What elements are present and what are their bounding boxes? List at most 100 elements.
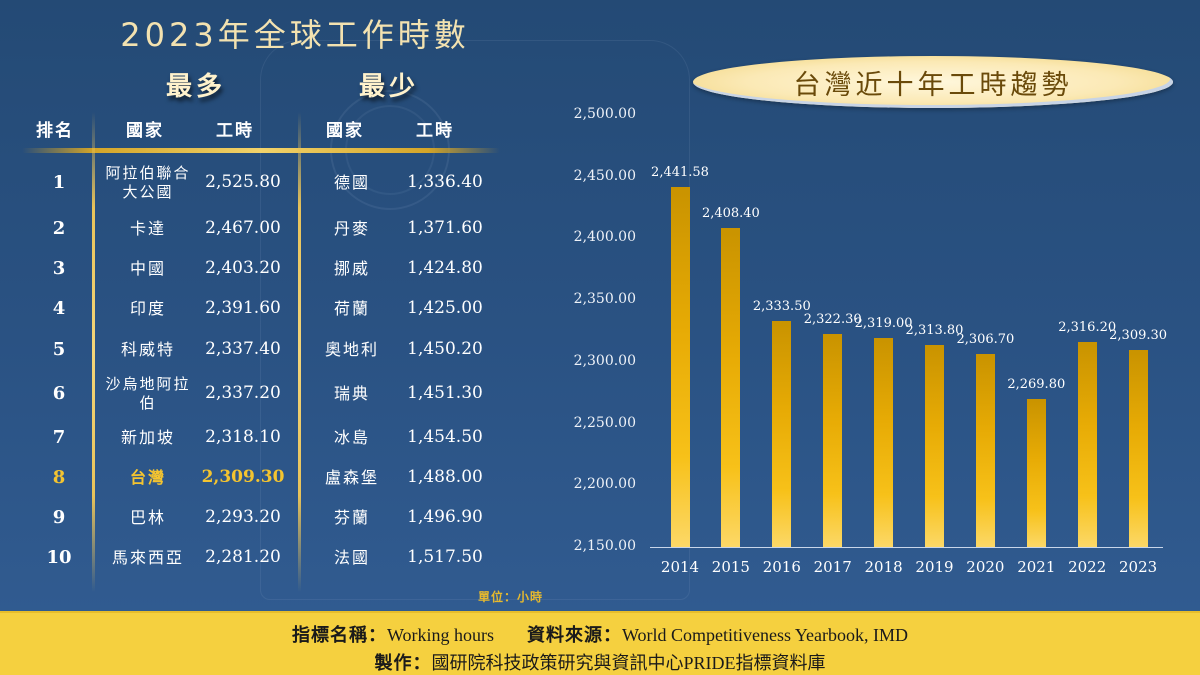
- table-row: 3 中國 2,403.20 挪威 1,424.80: [0, 249, 520, 289]
- least-country-cell: 盧森堡: [324, 468, 379, 487]
- least-hours-cell: 1,425.00: [407, 298, 483, 319]
- least-country-cell: 荷蘭: [333, 299, 370, 318]
- table-row: 7 新加坡 2,318.10 冰島 1,454.50: [0, 418, 520, 458]
- least-hours-cell: 1,454.50: [407, 427, 483, 448]
- least-hours-cell: 1,424.80: [407, 258, 483, 279]
- x-axis-line: [650, 547, 1163, 548]
- most-country-cell: 沙烏地阿拉伯: [105, 375, 191, 412]
- most-hours-cell: 2,337.40: [205, 339, 281, 360]
- most-hours-cell: 2,467.00: [205, 218, 281, 239]
- most-hours-cell: 2,337.20: [205, 383, 281, 404]
- bar-value-label: 2,316.20: [1058, 319, 1117, 335]
- x-axis-tick: 2018: [864, 558, 903, 576]
- rank-cell: 2: [52, 217, 66, 239]
- chart-title-banner: 台灣近十年工時趨勢: [693, 56, 1173, 108]
- table-row: 6 沙烏地阿拉伯 2,337.20 瑞典 1,451.30: [0, 374, 520, 414]
- bar-value-label: 2,309.30: [1109, 328, 1168, 344]
- x-axis-tick: 2021: [1017, 558, 1056, 576]
- indicator-key: 指標名稱：: [291, 625, 387, 645]
- most-hours-cell: 2,293.20: [205, 507, 281, 528]
- least-hours-cell: 1,336.40: [407, 172, 483, 193]
- rank-cell: 4: [52, 297, 66, 319]
- table-row: 9 巴林 2,293.20 芬蘭 1,496.90: [0, 498, 520, 538]
- most-country-cell: 科威特: [120, 340, 175, 359]
- least-country-cell: 瑞典: [333, 384, 370, 403]
- most-country-cell: 台灣: [129, 468, 166, 487]
- bar-2019: [925, 344, 944, 547]
- source-key: 資料來源：: [527, 625, 622, 645]
- most-hours-cell: 2,309.30: [201, 467, 285, 488]
- x-axis-tick: 2016: [762, 558, 801, 576]
- most-hours-cell: 2,525.80: [205, 172, 281, 193]
- least-hours-cell: 1,450.20: [407, 339, 483, 360]
- x-axis-tick: 2015: [711, 558, 750, 576]
- y-axis-tick: 2,350.00: [573, 291, 636, 308]
- indicator-value: Working hours: [386, 625, 494, 645]
- rank-cell: 6: [52, 382, 66, 404]
- most-hours-cell: 2,391.60: [205, 298, 281, 319]
- bar-value-label: 2,333.50: [752, 298, 811, 314]
- rank-cell: 5: [52, 338, 66, 360]
- footer-line-1: 指標名稱：Working hours 資料來源：World Competitiv…: [0, 621, 1200, 647]
- least-country-cell: 芬蘭: [333, 508, 370, 527]
- header-most-hours: 工時: [216, 121, 254, 141]
- producer-key: 製作：: [374, 653, 432, 673]
- x-axis-tick: 2023: [1119, 558, 1158, 576]
- most-country-cell: 卡達: [129, 219, 166, 238]
- table-row: 10 馬來西亞 2,281.20 法國 1,517.50: [0, 538, 520, 578]
- header-most-country: 國家: [126, 121, 164, 141]
- bar-2022: [1077, 341, 1097, 547]
- bar-2018: [874, 338, 894, 547]
- source-value: World Competitiveness Yearbook, IMD: [622, 625, 909, 645]
- most-country-cell: 中國: [129, 259, 166, 278]
- rank-cell: 7: [52, 426, 66, 448]
- page-title: 2023年全球工作時數: [120, 16, 470, 54]
- bar-2016: [772, 320, 792, 547]
- bar-2021: [1026, 399, 1046, 547]
- least-hours-cell: 1,371.60: [407, 218, 483, 239]
- most-country-cell: 阿拉伯聯合大公國: [105, 164, 191, 201]
- footer: 指標名稱：Working hours 資料來源：World Competitiv…: [0, 611, 1200, 675]
- bar-value-label: 2,408.40: [701, 206, 760, 222]
- most-country-cell: 新加坡: [120, 428, 175, 447]
- most-country-cell: 印度: [129, 299, 166, 318]
- column-divider: [298, 112, 301, 592]
- bar-2014: [670, 187, 690, 547]
- chart-title: 台灣近十年工時趨勢: [793, 69, 1073, 101]
- producer-value: 國研院科技政策研究與資訊中心PRIDE指標資料庫: [431, 653, 826, 673]
- most-country-cell: 巴林: [129, 508, 166, 527]
- x-axis-tick: 2022: [1068, 558, 1107, 576]
- table-row: 2 卡達 2,467.00 丹麥 1,371.60: [0, 209, 520, 249]
- y-axis-tick: 2,200.00: [573, 476, 636, 493]
- table-row: 4 印度 2,391.60 荷蘭 1,425.00: [0, 289, 520, 329]
- least-country-cell: 挪威: [333, 259, 370, 278]
- least-country-cell: 丹麥: [333, 219, 370, 238]
- background-decoration: [260, 40, 690, 600]
- x-axis-tick: 2020: [966, 558, 1005, 576]
- y-axis-tick: 2,300.00: [573, 352, 636, 369]
- least-hours-cell: 1,451.30: [407, 383, 483, 404]
- least-country-cell: 奧地利: [324, 340, 379, 359]
- least-hours-cell: 1,488.00: [407, 467, 483, 488]
- bar-2023: [1128, 350, 1148, 547]
- rank-cell: 3: [52, 257, 66, 279]
- least-heading: 最少: [359, 72, 420, 102]
- rank-cell: 8: [52, 466, 66, 488]
- bar-value-label: 2,313.80: [905, 322, 964, 338]
- most-country-cell: 馬來西亞: [111, 548, 184, 567]
- y-axis-tick: 2,450.00: [573, 167, 636, 184]
- column-divider: [92, 112, 95, 592]
- x-axis-tick: 2014: [660, 558, 700, 576]
- x-axis-tick: 2019: [915, 558, 954, 576]
- rank-cell: 10: [46, 546, 72, 568]
- bar-2020: [975, 353, 995, 547]
- table-row: 5 科威特 2,337.40 奧地利 1,450.20: [0, 330, 520, 370]
- footer-line-2: 製作：國研院科技政策研究與資訊中心PRIDE指標資料庫: [0, 649, 1200, 675]
- table-row: 1 阿拉伯聯合大公國 2,525.80 德國 1,336.40: [0, 163, 520, 203]
- least-country-cell: 德國: [333, 173, 370, 192]
- most-hours-cell: 2,318.10: [205, 427, 281, 448]
- bar-2015: [721, 228, 741, 547]
- least-hours-cell: 1,496.90: [407, 507, 483, 528]
- bar-value-label: 2,269.80: [1007, 377, 1066, 393]
- y-axis-tick: 2,150.00: [573, 538, 636, 554]
